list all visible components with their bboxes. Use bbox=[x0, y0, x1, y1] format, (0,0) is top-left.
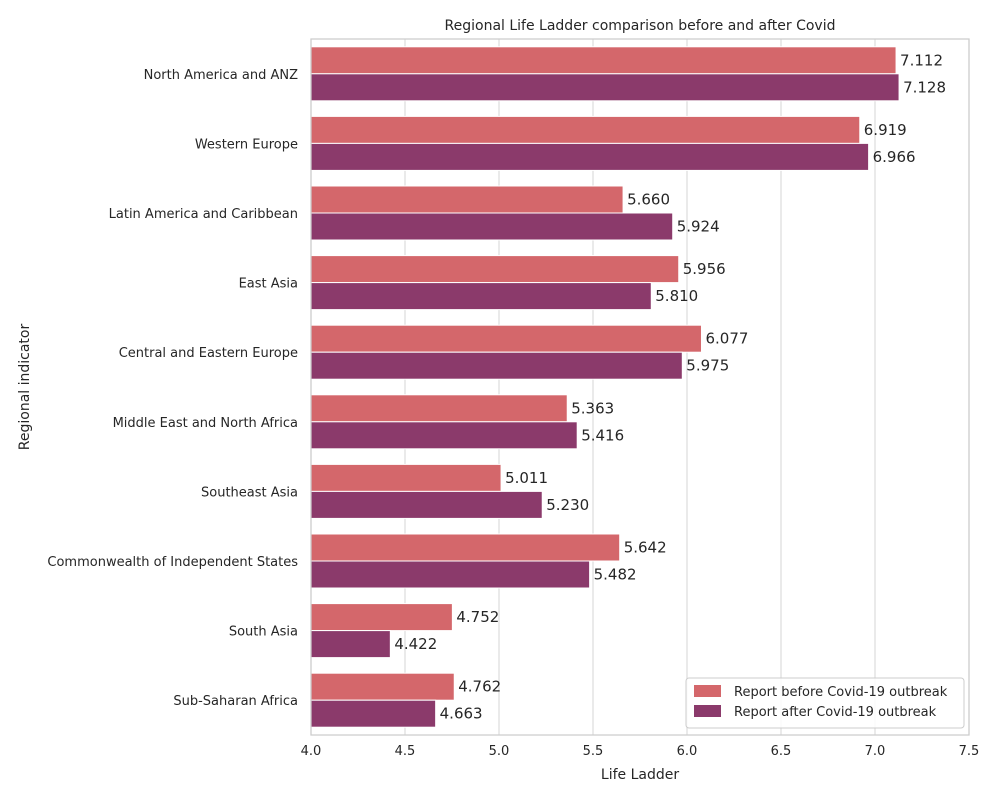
category-label: East Asia bbox=[239, 277, 298, 292]
plot-frame bbox=[310, 38, 970, 736]
bar bbox=[310, 630, 391, 659]
data-label: 4.422 bbox=[394, 635, 437, 653]
bar bbox=[310, 533, 621, 562]
category-label: Southeast Asia bbox=[201, 485, 298, 500]
data-label: 5.011 bbox=[505, 469, 548, 487]
data-label: 7.128 bbox=[903, 78, 946, 96]
bar bbox=[310, 46, 897, 75]
bar bbox=[310, 255, 680, 284]
category-label: South Asia bbox=[229, 625, 298, 640]
data-label: 5.642 bbox=[624, 539, 667, 557]
legend: Report before Covid-19 outbreak Report af… bbox=[685, 677, 965, 729]
category-label: Middle East and North Africa bbox=[113, 416, 298, 431]
bar bbox=[310, 463, 502, 492]
x-tick-label: 4.0 bbox=[301, 744, 322, 759]
category-label: North America and ANZ bbox=[144, 68, 298, 83]
legend-box bbox=[685, 677, 965, 729]
data-label: 5.416 bbox=[581, 426, 624, 444]
bar bbox=[310, 672, 455, 701]
x-tick-label: 6.5 bbox=[771, 744, 792, 759]
bar bbox=[310, 185, 624, 214]
bar bbox=[310, 560, 591, 589]
bar bbox=[310, 490, 543, 519]
x-tick-label: 7.5 bbox=[959, 744, 980, 759]
data-label: 5.810 bbox=[655, 287, 698, 305]
bar bbox=[310, 324, 702, 353]
x-tick-label: 4.5 bbox=[395, 744, 416, 759]
x-axis-label: Life Ladder bbox=[601, 767, 679, 783]
data-label: 5.956 bbox=[683, 260, 726, 278]
bar bbox=[310, 603, 453, 632]
data-label: 5.660 bbox=[627, 191, 670, 209]
chart-title: Regional Life Ladder comparison before a… bbox=[445, 18, 836, 34]
bars bbox=[310, 46, 900, 728]
category-label: Sub-Saharan Africa bbox=[173, 694, 298, 709]
bar bbox=[310, 421, 578, 450]
legend-swatch bbox=[694, 685, 721, 697]
data-label: 5.482 bbox=[594, 566, 637, 584]
data-label: 4.663 bbox=[440, 705, 483, 723]
data-label: 6.966 bbox=[873, 148, 916, 166]
data-labels: 7.112 7.128 6.919 6.966 5.660 5.924 5.956 5.810… bbox=[394, 51, 946, 722]
bar bbox=[310, 699, 437, 728]
x-tick-label: 7.0 bbox=[865, 744, 886, 759]
bar bbox=[310, 394, 568, 423]
data-label: 6.077 bbox=[705, 330, 748, 348]
legend-label: Report after Covid-19 outbreak bbox=[734, 705, 937, 720]
bar bbox=[310, 115, 861, 144]
legend-label: Report before Covid-19 outbreak bbox=[734, 685, 948, 700]
data-label: 6.919 bbox=[864, 121, 907, 139]
y-axis-label: Regional indicator bbox=[17, 324, 33, 451]
bar bbox=[310, 73, 900, 102]
category-label: Central and Eastern Europe bbox=[119, 346, 298, 361]
bar bbox=[310, 212, 674, 241]
data-label: 4.752 bbox=[456, 608, 499, 626]
category-label: Western Europe bbox=[195, 137, 298, 152]
category-label: Latin America and Caribbean bbox=[109, 207, 298, 222]
x-tick-label: 5.0 bbox=[489, 744, 510, 759]
bar bbox=[310, 282, 652, 311]
legend-swatch bbox=[694, 705, 721, 717]
category-labels: North America and ANZ Western Europe Latin… bbox=[47, 68, 298, 709]
category-label: Commonwealth of Independent States bbox=[47, 555, 298, 570]
data-label: 5.924 bbox=[677, 218, 720, 236]
x-tick-labels: 4.0 4.5 5.0 5.5 6.0 6.5 7.0 7.5 bbox=[301, 744, 980, 759]
x-tick-label: 6.0 bbox=[677, 744, 698, 759]
data-label: 4.762 bbox=[458, 678, 501, 696]
data-label: 5.363 bbox=[571, 399, 614, 417]
bar bbox=[310, 142, 870, 171]
data-label: 5.975 bbox=[686, 357, 729, 375]
data-label: 5.230 bbox=[546, 496, 589, 514]
bar bbox=[310, 351, 683, 380]
data-label: 7.112 bbox=[900, 51, 943, 69]
x-tick-label: 5.5 bbox=[583, 744, 604, 759]
